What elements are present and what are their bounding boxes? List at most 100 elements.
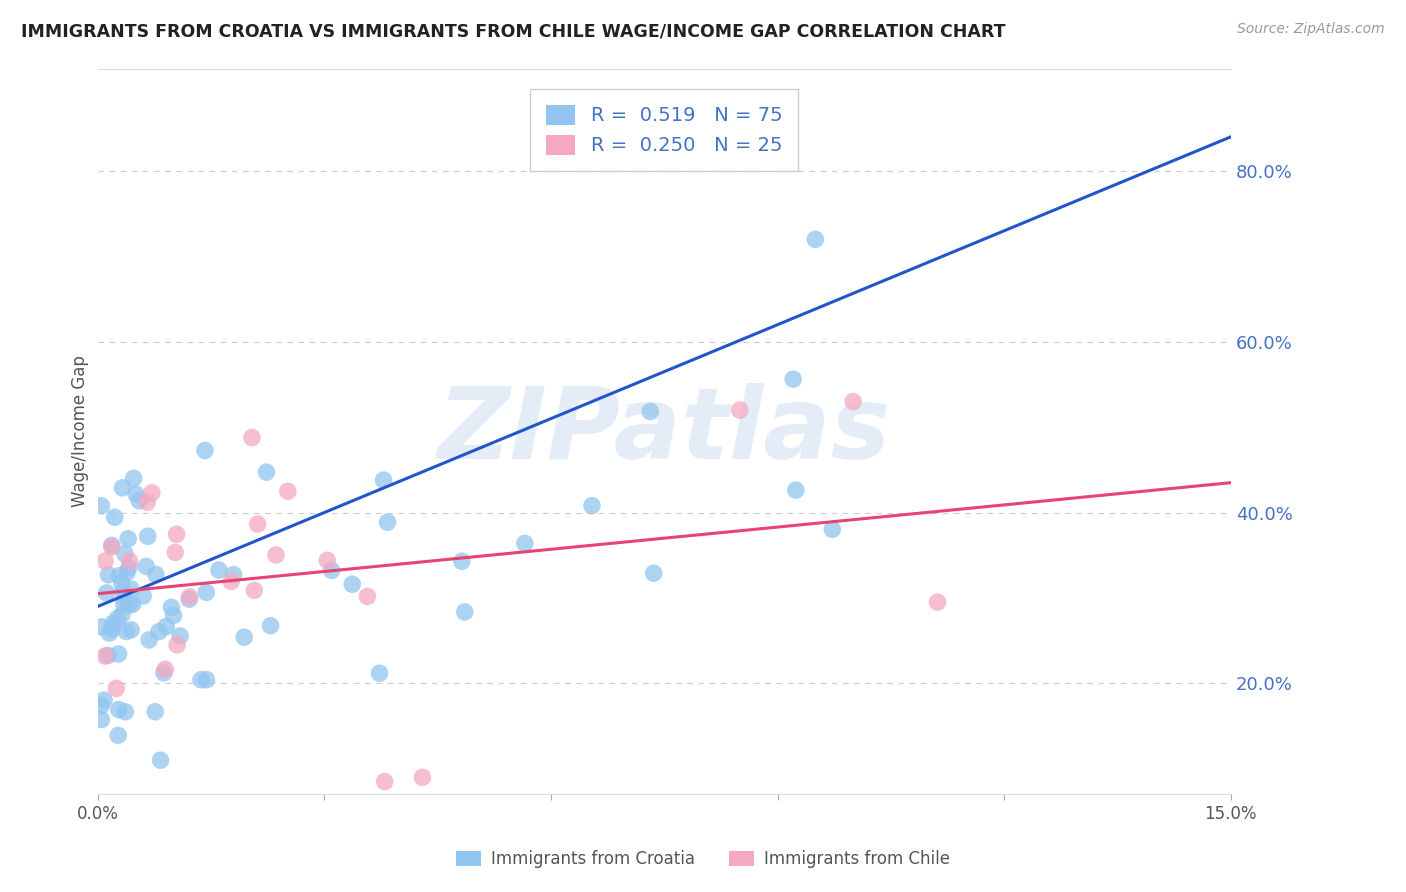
Point xyxy=(149,753,172,767)
Point xyxy=(94,554,117,568)
Point xyxy=(162,608,184,623)
Point xyxy=(264,548,287,562)
Point xyxy=(104,510,127,524)
Point xyxy=(128,493,150,508)
Point xyxy=(195,673,218,687)
Point xyxy=(259,618,281,632)
Point xyxy=(377,515,399,529)
Point xyxy=(111,607,134,622)
Point xyxy=(842,394,865,409)
Point xyxy=(120,582,142,596)
Point xyxy=(155,662,177,676)
Point xyxy=(97,567,120,582)
Point xyxy=(246,516,269,531)
Point xyxy=(122,471,145,485)
Point xyxy=(785,483,807,498)
Point xyxy=(118,554,141,568)
Point xyxy=(136,495,159,509)
Point xyxy=(90,698,112,713)
Point xyxy=(166,527,188,541)
Point xyxy=(368,666,391,681)
Point xyxy=(782,372,804,386)
Point xyxy=(256,465,278,479)
Point xyxy=(108,568,131,582)
Point xyxy=(118,561,141,575)
Point xyxy=(101,616,124,631)
Point xyxy=(132,589,155,603)
Text: Source: ZipAtlas.com: Source: ZipAtlas.com xyxy=(1237,22,1385,37)
Point xyxy=(90,499,112,513)
Point xyxy=(115,624,138,639)
Point xyxy=(155,619,177,633)
Point xyxy=(111,584,134,599)
Point xyxy=(233,630,256,644)
Point xyxy=(111,481,134,495)
Point xyxy=(120,623,142,637)
Point xyxy=(356,590,378,604)
Point xyxy=(112,597,135,611)
Point xyxy=(195,585,218,599)
Point xyxy=(804,232,827,246)
Text: ZIPatlas: ZIPatlas xyxy=(437,383,891,480)
Point xyxy=(107,728,129,742)
Y-axis label: Wage/Income Gap: Wage/Income Gap xyxy=(72,356,89,508)
Point xyxy=(821,522,844,536)
Point xyxy=(90,713,112,727)
Point xyxy=(98,626,121,640)
Point xyxy=(179,592,201,607)
Point xyxy=(114,705,136,719)
Point xyxy=(190,673,212,687)
Point xyxy=(153,665,176,680)
Point xyxy=(136,529,159,543)
Point xyxy=(138,632,160,647)
Point xyxy=(160,600,183,615)
Point xyxy=(114,547,136,561)
Point xyxy=(411,770,433,784)
Point xyxy=(927,595,949,609)
Point xyxy=(125,487,148,501)
Point xyxy=(179,590,201,604)
Point xyxy=(97,648,120,663)
Point xyxy=(118,598,141,612)
Point xyxy=(581,499,603,513)
Point xyxy=(105,681,128,696)
Point xyxy=(114,591,136,606)
Point xyxy=(141,486,163,500)
Point xyxy=(208,563,231,577)
Point xyxy=(643,566,665,581)
Point xyxy=(166,638,188,652)
Point xyxy=(638,404,661,418)
Point xyxy=(222,567,245,582)
Point xyxy=(107,647,129,661)
Point xyxy=(374,774,396,789)
Point xyxy=(277,484,299,499)
Point xyxy=(101,622,124,636)
Point xyxy=(316,553,339,567)
Point xyxy=(90,620,112,634)
Point xyxy=(135,559,157,574)
Point xyxy=(105,612,128,626)
Point xyxy=(96,586,118,600)
Point xyxy=(94,649,117,664)
Point xyxy=(121,597,143,611)
Point xyxy=(219,574,242,589)
Point xyxy=(194,443,217,458)
Point xyxy=(240,431,263,445)
Point xyxy=(93,693,115,707)
Point xyxy=(243,583,266,598)
Point xyxy=(373,473,395,487)
Text: IMMIGRANTS FROM CROATIA VS IMMIGRANTS FROM CHILE WAGE/INCOME GAP CORRELATION CHA: IMMIGRANTS FROM CROATIA VS IMMIGRANTS FR… xyxy=(21,22,1005,40)
Point xyxy=(145,567,167,582)
Point xyxy=(451,554,474,568)
Point xyxy=(148,624,170,639)
Point xyxy=(100,538,122,552)
Point xyxy=(169,629,191,643)
Point xyxy=(111,575,134,590)
Point xyxy=(454,605,477,619)
Point xyxy=(342,577,364,591)
Point xyxy=(513,536,536,550)
Point xyxy=(165,545,187,559)
Point xyxy=(117,532,139,546)
Point xyxy=(115,566,138,580)
Point xyxy=(101,540,124,554)
